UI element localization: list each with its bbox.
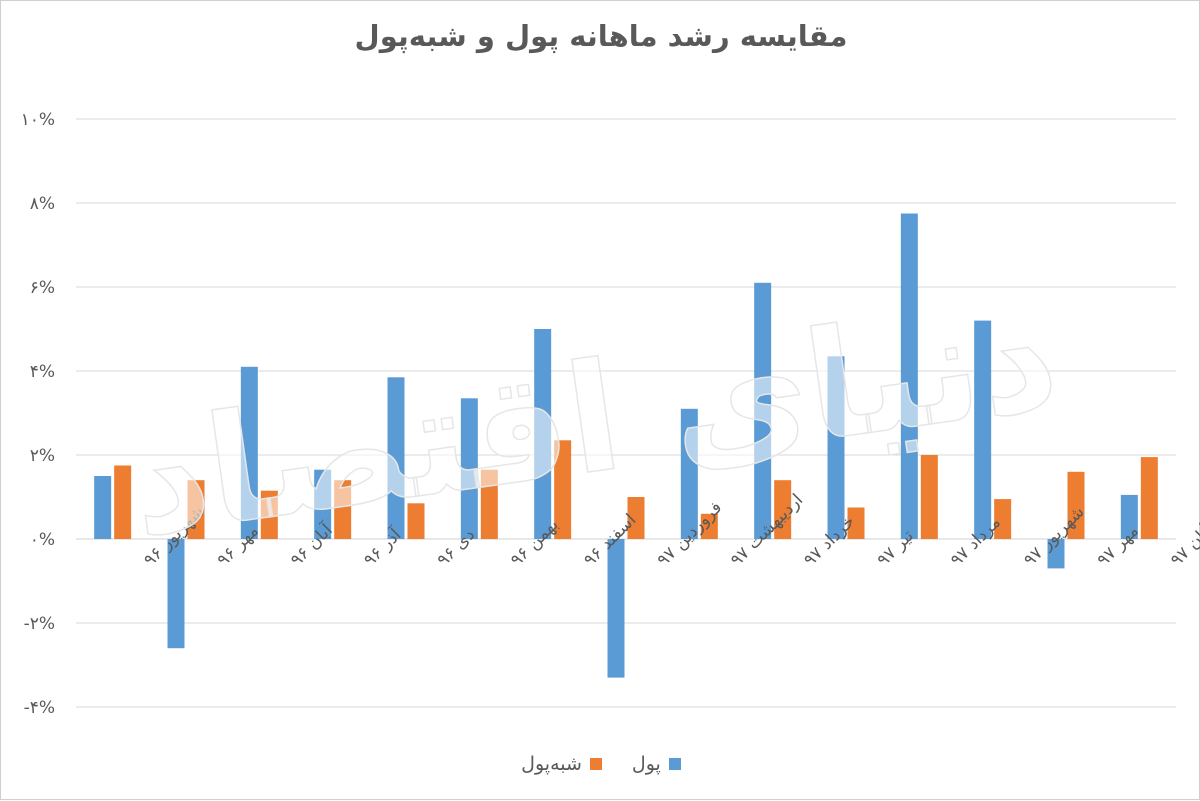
bar-quasi-money — [920, 455, 938, 539]
legend-item-quasi-money: شبه‌پول — [521, 753, 602, 775]
bar-quasi-money — [260, 490, 278, 539]
bar-money — [607, 539, 625, 678]
x-category-label: مهر ۹۷ — [1093, 521, 1142, 570]
bar-money — [314, 469, 332, 539]
y-tick-label: ۴% — [30, 362, 55, 382]
gridlines — [76, 118, 1176, 708]
bar-quasi-money — [334, 480, 352, 539]
x-category-label: آبان ۹۷ — [1165, 518, 1200, 570]
y-tick-label: ۶% — [30, 278, 55, 298]
legend-swatch-quasi-money — [589, 758, 602, 770]
bar-quasi-money — [114, 465, 132, 539]
bar-money — [680, 408, 698, 539]
chart-title: مقایسه رشد ماهانه پول و شبه‌پول — [354, 19, 848, 53]
y-tick-label: ۲% — [30, 446, 55, 466]
bar-quasi-money — [700, 513, 718, 539]
bar-quasi-money — [627, 497, 645, 539]
legend-label-quasi-money: شبه‌پول — [521, 753, 582, 775]
legend: پول شبه‌پول — [1, 753, 1200, 775]
bar-money — [827, 356, 845, 539]
y-tick-label: -۲% — [24, 614, 55, 634]
bar-money — [974, 320, 992, 539]
bar-quasi-money — [407, 503, 425, 539]
bar-money — [387, 377, 405, 539]
bar-quasi-money — [554, 440, 572, 539]
bar-money — [460, 398, 478, 539]
bar-money — [1120, 494, 1138, 539]
legend-item-money: پول — [632, 753, 681, 775]
legend-label-money: پول — [631, 753, 661, 775]
bar-quasi-money — [774, 480, 792, 539]
bar-quasi-money — [994, 499, 1012, 539]
bar-money — [900, 213, 918, 539]
bar-quasi-money — [1067, 471, 1085, 539]
bar-quasi-money — [187, 480, 205, 539]
bar-money — [94, 476, 112, 539]
bar-money — [240, 366, 258, 539]
y-tick-label: -۴% — [24, 698, 55, 718]
bar-money — [534, 329, 552, 539]
bar-quasi-money — [847, 507, 865, 539]
y-tick-label: ۰% — [30, 530, 55, 550]
legend-swatch-money — [668, 758, 681, 770]
bar-quasi-money — [480, 469, 498, 539]
y-tick-label: ۸% — [30, 194, 55, 214]
bars — [94, 213, 1158, 678]
bar-quasi-money — [1140, 457, 1158, 539]
bar-money — [167, 539, 185, 649]
y-tick-label: ۱۰% — [21, 110, 55, 130]
bar-money — [754, 282, 772, 539]
bar-money — [1047, 539, 1065, 569]
